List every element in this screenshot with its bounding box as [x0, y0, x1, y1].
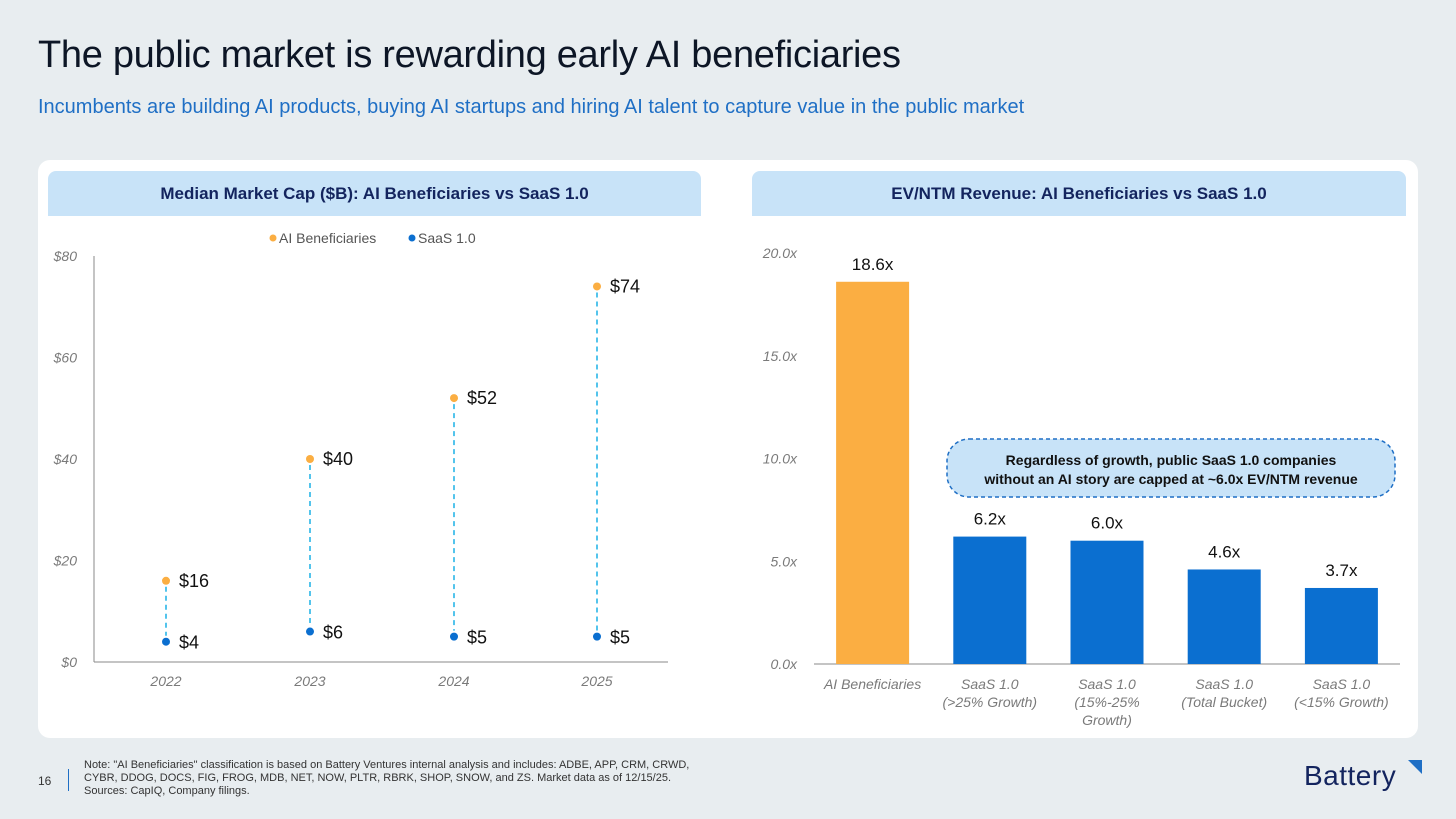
- footer-note-line: CYBR, DDOG, DOCS, FIG, FROG, MDB, NET, N…: [84, 772, 672, 784]
- saas-data-label: $4: [179, 633, 199, 653]
- saas-data-label: $5: [467, 628, 487, 648]
- y-tick-label: 15.0x: [763, 348, 798, 364]
- y-tick-label: $20: [53, 553, 78, 569]
- x-tick-label: (15%-25%: [1074, 694, 1139, 710]
- legend-saas-label: SaaS 1.0: [418, 230, 476, 246]
- ai-point: [593, 282, 601, 291]
- x-tick-label: (>25% Growth): [943, 694, 1038, 710]
- x-tick-label: SaaS 1.0: [1078, 676, 1136, 692]
- x-tick-label: SaaS 1.0: [1195, 676, 1253, 692]
- y-tick-label: $60: [53, 350, 78, 366]
- saas-point: [306, 627, 314, 636]
- x-tick-label: AI Beneficiaries: [823, 676, 921, 692]
- x-tick-label: SaaS 1.0: [961, 676, 1019, 692]
- bar-value-label: 6.2x: [974, 510, 1007, 529]
- x-tick-label: (<15% Growth): [1294, 694, 1389, 710]
- saas-data-label: $5: [610, 628, 630, 648]
- page-subtitle: Incumbents are building AI products, buy…: [38, 96, 1025, 118]
- bar: [1187, 569, 1261, 664]
- bar: [836, 281, 910, 664]
- ai-point: [450, 394, 458, 403]
- ev-revenue-chart-title: EV/NTM Revenue: AI Beneficiaries vs SaaS…: [752, 171, 1406, 216]
- bar-value-label: 3.7x: [1325, 561, 1358, 580]
- ai-data-label: $16: [179, 571, 209, 591]
- footer-note: Note: "AI Beneficiaries" classification …: [84, 759, 744, 798]
- saas-data-label: $6: [323, 623, 343, 643]
- ai-point: [162, 576, 170, 585]
- page-title: The public market is rewarding early AI …: [38, 34, 901, 76]
- ai-point: [306, 455, 314, 463]
- x-tick-label: (Total Bucket): [1181, 694, 1267, 710]
- annotation-text: without an AI story are capped at ~6.0x …: [983, 471, 1358, 487]
- saas-point: [162, 637, 170, 646]
- page-number: 16: [38, 774, 52, 788]
- bar-value-label: 6.0x: [1091, 514, 1124, 533]
- footer-divider: [68, 769, 69, 791]
- annotation-text: Regardless of growth, public SaaS 1.0 co…: [1006, 452, 1337, 468]
- ai-data-label: $74: [610, 276, 640, 296]
- footer-note-line: Note: "AI Beneficiaries" classification …: [84, 759, 690, 771]
- bar: [1304, 587, 1378, 664]
- y-tick-label: 10.0x: [763, 451, 798, 467]
- ai-data-label: $40: [323, 449, 353, 469]
- y-tick-label: $40: [53, 451, 78, 467]
- battery-logo: Battery: [1304, 760, 1397, 791]
- bar-value-label: 4.6x: [1208, 542, 1241, 561]
- bar-value-label: 18.6x: [852, 255, 894, 274]
- legend-ai-marker: [269, 234, 277, 242]
- y-tick-label: 0.0x: [771, 656, 798, 672]
- saas-point: [450, 632, 458, 641]
- y-tick-label: 5.0x: [771, 553, 798, 569]
- x-tick-label: 2023: [293, 673, 325, 689]
- y-tick-label: $80: [53, 248, 78, 264]
- x-tick-label: SaaS 1.0: [1313, 676, 1371, 692]
- bar: [953, 536, 1027, 664]
- x-tick-label: 2022: [149, 673, 181, 689]
- bar: [1070, 540, 1144, 664]
- y-tick-label: $0: [60, 654, 77, 670]
- x-tick-label: Growth): [1082, 712, 1132, 728]
- ai-data-label: $52: [467, 388, 497, 408]
- saas-point: [593, 632, 601, 641]
- y-tick-label: 20.0x: [762, 245, 798, 261]
- legend-saas-marker: [408, 234, 416, 242]
- logo-corner-icon: [1408, 760, 1422, 774]
- x-tick-label: 2025: [580, 673, 612, 689]
- x-tick-label: 2024: [437, 673, 469, 689]
- legend-ai-label: AI Beneficiaries: [279, 230, 376, 246]
- footer-note-line: Sources: CapIQ, Company filings.: [84, 785, 250, 797]
- market-cap-chart-title: Median Market Cap ($B): AI Beneficiaries…: [48, 171, 701, 216]
- annotation-box: [946, 438, 1396, 498]
